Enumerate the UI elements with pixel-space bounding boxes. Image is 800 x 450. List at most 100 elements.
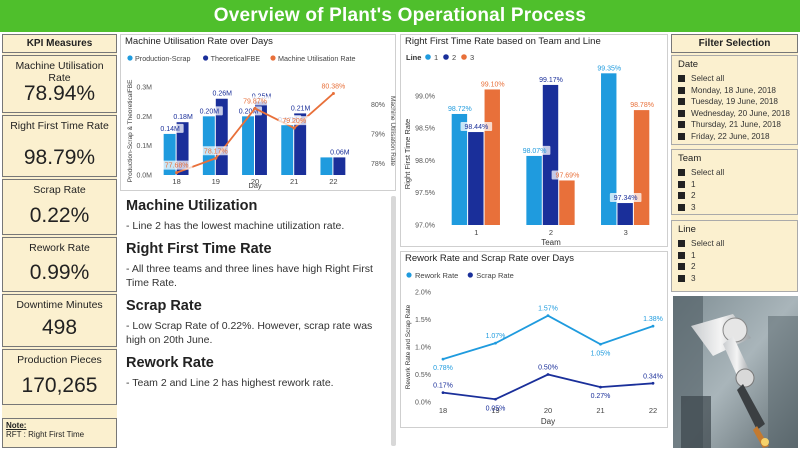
checkbox-icon [678, 132, 685, 140]
kpi-card-rework-rate: Rework Rate 0.99% [2, 237, 117, 292]
bar-data-label: 97.34% [614, 195, 638, 202]
legend-marker [461, 54, 467, 60]
line-option-1[interactable]: 1 [678, 250, 791, 262]
checkbox-icon [678, 180, 685, 188]
line-data-label: 79.20% [282, 118, 306, 125]
kpi-note: Note: RFT : Right First Time [2, 418, 117, 448]
team-option-select-all[interactable]: Select all [678, 167, 791, 179]
legend-marker [127, 55, 133, 61]
line-slicer-label: Line [678, 224, 696, 235]
bar-theoreticalfbe [176, 122, 189, 175]
y2-tick-label: 80% [371, 102, 385, 109]
line-data-label: 0.50% [538, 365, 558, 372]
chart-title: Right First Time Rate based on Team and … [405, 36, 601, 47]
y-tick-label: 98.5% [415, 126, 435, 133]
scrap-point [546, 373, 550, 376]
y-axis-title: Rework Rate and Scrap Rate [405, 304, 412, 389]
kpi-value: 170,265 [21, 374, 98, 397]
date-option-20-june[interactable]: Wednesday, 20 June, 2018 [678, 108, 791, 120]
chart-title: Machine Utilisation Rate over Days [125, 36, 273, 47]
filter-panel: Filter Selection Date Select all Monday,… [671, 34, 798, 292]
x-axis-title: Day [541, 417, 555, 426]
bar-production-scrap [281, 125, 294, 175]
kpi-card-scrap-rate: Scrap Rate 0.22% [2, 179, 117, 235]
checkbox-icon [678, 240, 685, 248]
y-tick-label: 0.1M [136, 143, 152, 150]
checkbox-icon [678, 109, 685, 117]
bar-data-label: 0.26M [213, 91, 233, 98]
line-slicer: Line Select all 1 2 3 [671, 220, 798, 292]
kpi-label: Production Pieces [17, 354, 102, 366]
date-option-select-all[interactable]: Select all [678, 73, 791, 85]
x-tick-label: 22 [649, 406, 657, 415]
y-tick-label: 0.3M [136, 85, 152, 92]
rework-point [651, 324, 655, 328]
y-tick-label: 98.0% [415, 158, 435, 165]
line-option-select-all[interactable]: Select all [678, 238, 791, 250]
rework-scrap-chart-panel[interactable]: Rework Rate and Scrap Rate over Days Rew… [400, 251, 668, 428]
x-tick-label: 1 [474, 228, 478, 237]
team-option-1[interactable]: 1 [678, 179, 791, 191]
bar-data-label-bg [156, 123, 184, 133]
utilisation-point [253, 106, 257, 110]
date-option-19-june[interactable]: Tuesday, 19 June, 2018 [678, 96, 791, 108]
kpi-title: KPI Measures [2, 34, 117, 53]
bar-line-2 [468, 132, 484, 225]
line-option-2[interactable]: 2 [678, 261, 791, 273]
bar-line-2 [542, 84, 559, 225]
bar-data-label: 0.18M [173, 114, 193, 121]
rft-chart-panel[interactable]: Right First Time Rate based on Team and … [400, 34, 668, 247]
bar-data-label-bg [626, 100, 658, 110]
y-tick-label: 97.0% [415, 223, 435, 230]
x-axis-title: Day [248, 181, 262, 190]
bar-data-label-bg [609, 193, 642, 203]
date-option-21-june[interactable]: Thursday, 21 June, 2018 [678, 119, 791, 131]
x-tick-label: 18 [172, 177, 180, 186]
bar-line-2 [617, 203, 633, 225]
team-option-2[interactable]: 2 [678, 190, 791, 202]
y-tick-label: 99.0% [415, 93, 435, 100]
insight-heading: Machine Utilization [126, 198, 258, 214]
line-data-label-bg [239, 96, 271, 106]
bar-data-label-bg [195, 106, 223, 116]
line-option-3[interactable]: 3 [678, 273, 791, 285]
rework-point [494, 341, 497, 345]
insights-scrollbar[interactable] [391, 196, 396, 446]
bar-data-label: 99.10% [481, 81, 505, 88]
y-tick-label: 1.5% [415, 317, 431, 324]
insight-text: - Low Scrap Rate of 0.22%. However, scra… [126, 320, 373, 346]
bar-data-label-bg [518, 145, 551, 155]
kpi-value: 498 [41, 316, 78, 339]
insight-text: - All three teams and three lines have h… [126, 263, 373, 289]
bar-data-label-bg [535, 74, 567, 84]
team-option-3[interactable]: 3 [678, 202, 791, 214]
x-tick-label: 20 [251, 177, 259, 186]
x-tick-label: 22 [329, 177, 337, 186]
note-text: RFT : Right First Time [6, 430, 85, 439]
insight-text: - Team 2 and Line 2 has highest rework r… [126, 377, 334, 389]
date-option-22-june[interactable]: Friday, 22 June, 2018 [678, 131, 791, 143]
legend-marker [443, 54, 449, 60]
bar-theoreticalfbe [215, 98, 228, 175]
legend-label: Scrap Rate [476, 271, 514, 280]
y2-tick-label: 79% [371, 131, 385, 138]
y2-axis-title: Machine Utilisation Rate [389, 96, 396, 166]
date-option-18-june[interactable]: Monday, 18 June, 2018 [678, 85, 791, 97]
date-slicer-label: Date [678, 59, 699, 70]
machine-utilisation-chart-panel[interactable]: Machine Utilisation Rate over Days Produ… [120, 34, 396, 191]
kpi-value: 0.22% [29, 204, 90, 227]
kpi-card-downtime: Downtime Minutes 498 [2, 294, 117, 347]
legend-marker [425, 54, 431, 60]
chart-title: Rework Rate and Scrap Rate over Days [405, 253, 574, 264]
rework-scrap-chart: Rework Rate Scrap Rate 0.0% 0.5% 1.0% 1.5% 2.0… [405, 271, 663, 426]
x-tick-label: 21 [290, 177, 298, 186]
filter-title: Filter Selection [671, 34, 798, 53]
page-title: Overview of Plant's Operational Process [213, 5, 587, 26]
x-tick-label: 20 [544, 406, 552, 415]
bar-data-label: 98.44% [464, 124, 488, 131]
checkbox-icon [678, 203, 685, 211]
bar-theoreticalfbe [333, 157, 346, 175]
kpi-panel: KPI Measures Machine Utilisation Rate 78… [2, 34, 117, 448]
scrap-point [651, 381, 655, 385]
y-tick-label: 1.0% [415, 345, 431, 352]
